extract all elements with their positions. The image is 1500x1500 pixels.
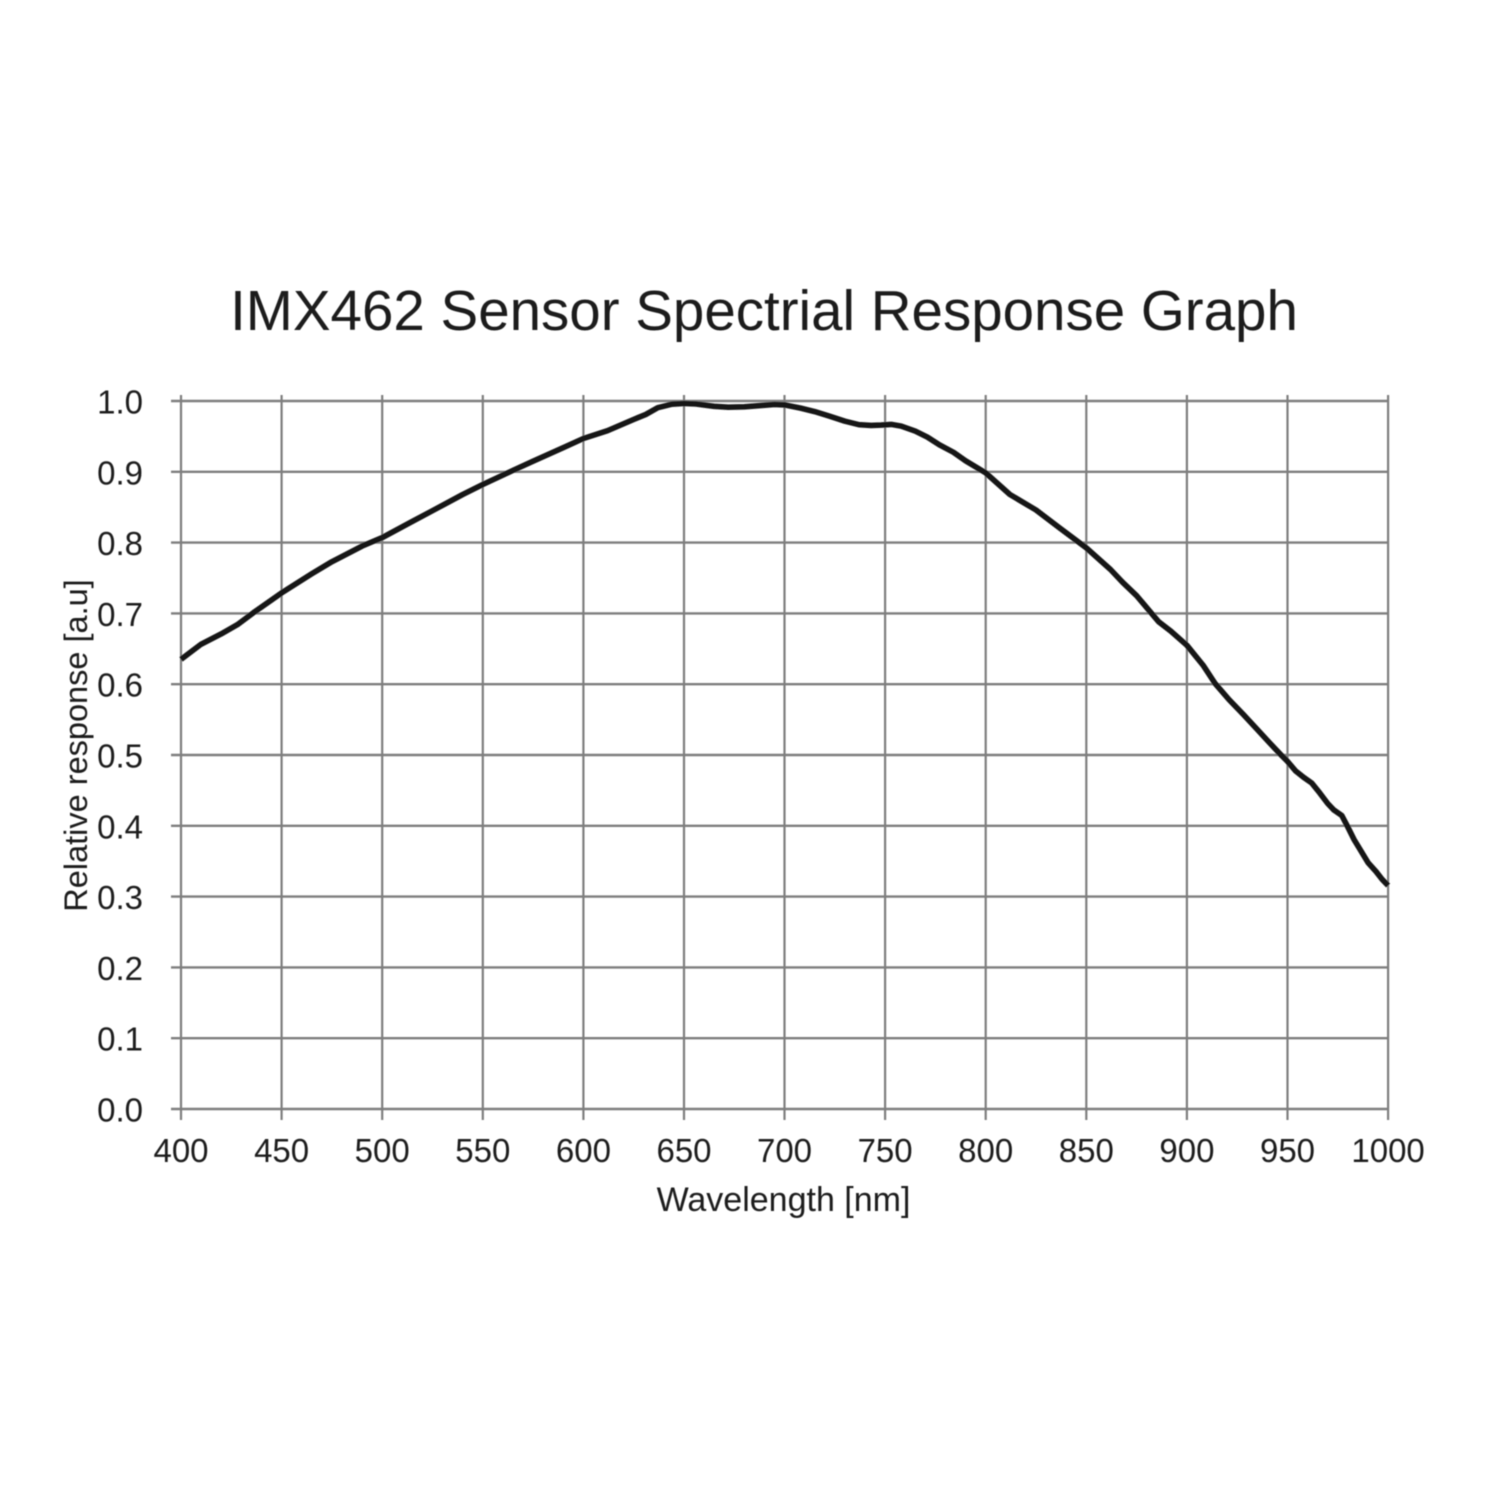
svg-text:0.5: 0.5 — [97, 738, 143, 775]
svg-text:450: 450 — [254, 1132, 309, 1169]
svg-text:0.7: 0.7 — [97, 596, 143, 633]
svg-text:Wavelength [nm]: Wavelength [nm] — [657, 1181, 911, 1219]
svg-text:800: 800 — [958, 1132, 1013, 1169]
svg-text:0.8: 0.8 — [97, 525, 143, 562]
svg-text:0.2: 0.2 — [97, 950, 143, 987]
svg-text:1.0: 1.0 — [97, 384, 143, 421]
svg-text:0.3: 0.3 — [97, 879, 143, 916]
svg-text:0.6: 0.6 — [97, 667, 143, 704]
svg-text:950: 950 — [1260, 1132, 1315, 1169]
svg-text:IMX462 Sensor Spectrial Respon: IMX462 Sensor Spectrial Response Graph — [230, 279, 1298, 342]
svg-text:600: 600 — [556, 1132, 611, 1169]
svg-text:0.0: 0.0 — [97, 1092, 143, 1129]
svg-text:700: 700 — [757, 1132, 812, 1169]
svg-text:900: 900 — [1159, 1132, 1214, 1169]
svg-text:750: 750 — [858, 1132, 913, 1169]
svg-text:0.9: 0.9 — [97, 454, 143, 491]
svg-text:0.1: 0.1 — [97, 1021, 143, 1058]
svg-text:0.4: 0.4 — [97, 808, 143, 845]
svg-text:400: 400 — [153, 1132, 208, 1169]
svg-text:550: 550 — [455, 1132, 510, 1169]
svg-text:850: 850 — [1059, 1132, 1114, 1169]
svg-text:500: 500 — [355, 1132, 410, 1169]
svg-text:650: 650 — [656, 1132, 711, 1169]
svg-text:Relative response [a.u]: Relative response [a.u] — [58, 579, 94, 911]
svg-text:1000: 1000 — [1351, 1132, 1424, 1169]
